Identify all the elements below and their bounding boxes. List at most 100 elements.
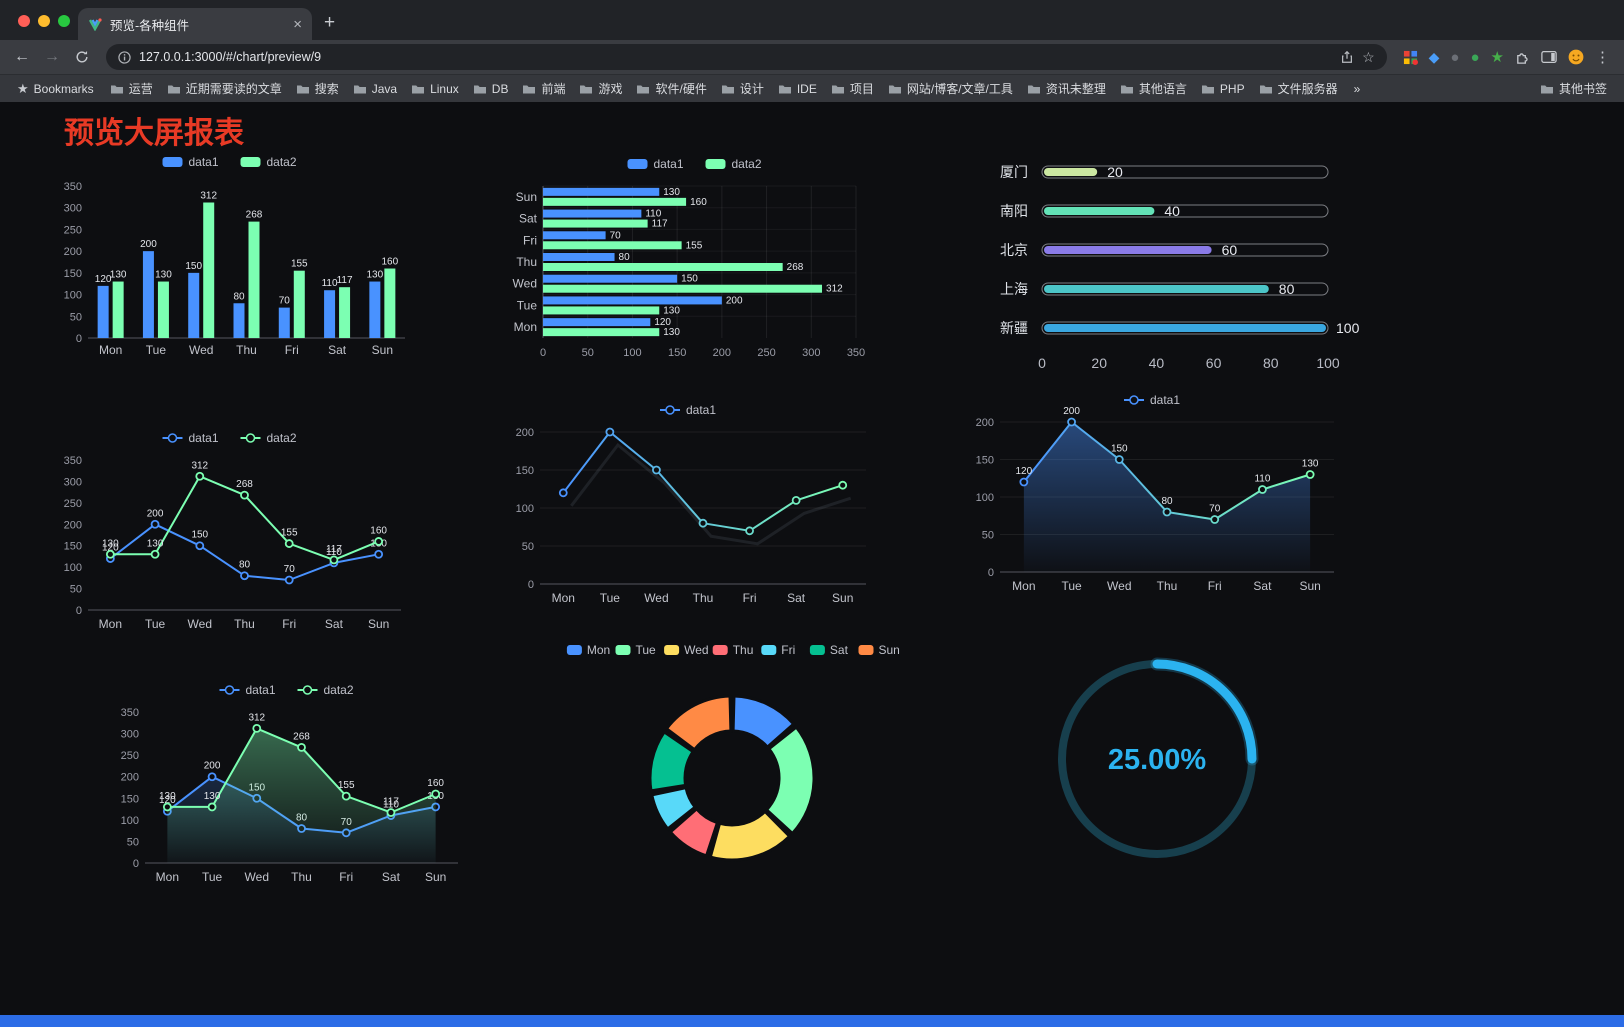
tab-title: 预览-各种组件 <box>110 18 190 33</box>
reload-glyph <box>76 51 88 63</box>
svg-text:Thu: Thu <box>693 591 714 605</box>
svg-text:Tue: Tue <box>1061 579 1082 593</box>
svg-text:100: 100 <box>121 815 139 827</box>
chart-line-two-series: data1 data2 0 50 100 150 200 250 300 350 Mon Tue Wed… <box>48 424 415 636</box>
site-info-icon[interactable] <box>118 50 131 64</box>
svg-text:150: 150 <box>64 268 82 280</box>
bookmark-folder[interactable]: 前端 <box>515 77 572 100</box>
chart-donut-pie: Mon Tue Wed Thu Fri Sat Sun <box>552 638 912 868</box>
folder-icon <box>1027 85 1040 93</box>
chart-gauge-progress: 25.00% <box>1048 646 1266 868</box>
star-icon: ★ <box>17 81 29 96</box>
chart-capsule-progress: 厦门 20 南阳 40 北京 60 上海 80 新疆 100 0 20 40 60 80 100 <box>990 156 1364 384</box>
svg-text:Sat: Sat <box>830 643 849 657</box>
svg-text:200: 200 <box>713 347 731 359</box>
forward-icon[interactable]: → <box>44 48 60 65</box>
svg-text:70: 70 <box>610 230 622 241</box>
svg-text:100: 100 <box>64 290 82 302</box>
page-title: 预览大屏报表 <box>64 117 244 150</box>
extensions-puzzle-icon[interactable] <box>1515 50 1530 65</box>
bookmark-label: 运营 <box>128 82 153 96</box>
close-window-button[interactable] <box>18 15 30 27</box>
folder-icon <box>523 85 536 93</box>
svg-text:Sat: Sat <box>328 343 347 357</box>
svg-text:Mon: Mon <box>587 643 610 657</box>
sidebar-icon[interactable] <box>1541 50 1557 64</box>
svg-text:Sun: Sun <box>1299 579 1320 593</box>
svg-text:200: 200 <box>204 761 221 772</box>
bookmarks-root[interactable]: ★ Bookmarks <box>10 79 101 99</box>
ext-colorful-icon[interactable] <box>1403 50 1418 65</box>
svg-text:Sat: Sat <box>325 617 344 631</box>
svg-text:130: 130 <box>159 791 176 802</box>
svg-text:130: 130 <box>155 270 172 281</box>
svg-text:80: 80 <box>239 560 251 571</box>
bookmark-folder[interactable]: 运营 <box>103 77 160 100</box>
svg-text:150: 150 <box>668 347 686 359</box>
bookmark-label: 前端 <box>541 82 566 96</box>
svg-text:20: 20 <box>1091 355 1107 371</box>
svg-text:120: 120 <box>1016 466 1033 477</box>
ext-dark-circle-icon[interactable]: ● <box>1450 48 1460 66</box>
chart-line-gradient: data1 0 50 100 150 200 Mon Tue Wed Thu Fri Sat Sun <box>500 396 880 610</box>
bookmark-label: 项目 <box>849 82 874 96</box>
svg-text:350: 350 <box>847 347 865 359</box>
bookmark-star-icon[interactable]: ☆ <box>1362 49 1375 65</box>
bookmark-folder[interactable]: Java <box>346 79 404 99</box>
svg-text:312: 312 <box>248 712 265 723</box>
bookmark-folder[interactable]: 软件/硬件 <box>629 77 713 100</box>
bookmark-folder[interactable]: IDE <box>771 79 824 99</box>
other-bookmarks-label: 其他书签 <box>1558 82 1607 96</box>
folder-icon <box>1259 85 1272 93</box>
bookmark-folder[interactable]: 游戏 <box>572 77 629 100</box>
svg-text:200: 200 <box>64 246 82 258</box>
svg-text:160: 160 <box>370 525 387 536</box>
svg-text:60: 60 <box>1222 242 1238 258</box>
share-icon[interactable] <box>1340 50 1354 64</box>
svg-text:0: 0 <box>133 858 139 870</box>
bookmark-folder[interactable]: 近期需要读的文章 <box>160 77 289 100</box>
profile-avatar[interactable] <box>1568 49 1584 65</box>
bookmark-folder[interactable]: 设计 <box>714 77 771 100</box>
svg-text:200: 200 <box>976 417 994 429</box>
tab-close-icon[interactable]: × <box>293 15 302 33</box>
bookmark-folder[interactable]: 其他语言 <box>1113 77 1194 100</box>
svg-text:130: 130 <box>367 270 384 281</box>
bookmark-folder[interactable]: 网站/博客/文章/工具 <box>881 77 1020 100</box>
address-bar[interactable]: 127.0.0.1:3000/#/chart/preview/9 ☆ <box>106 44 1387 70</box>
svg-text:data1: data1 <box>1150 393 1180 407</box>
svg-text:Fri: Fri <box>1208 579 1222 593</box>
svg-text:350: 350 <box>121 707 139 719</box>
maximize-window-button[interactable] <box>58 15 70 27</box>
svg-text:data2: data2 <box>324 683 354 697</box>
svg-text:北京: 北京 <box>1000 242 1028 258</box>
footer-bar <box>0 1015 1624 1027</box>
bookmark-folder[interactable]: 项目 <box>824 77 881 100</box>
svg-text:300: 300 <box>802 347 820 359</box>
bookmarks-overflow-chevron[interactable]: » <box>1353 81 1361 96</box>
svg-text:Sat: Sat <box>787 591 806 605</box>
svg-text:110: 110 <box>645 209 661 220</box>
svg-text:Fri: Fri <box>285 343 299 357</box>
svg-text:150: 150 <box>121 793 139 805</box>
minimize-window-button[interactable] <box>38 15 50 27</box>
new-tab-button[interactable]: + <box>324 12 336 33</box>
ext-green-circle-icon[interactable]: ● <box>1470 48 1480 66</box>
ext-green-star-icon[interactable]: ★ <box>1490 48 1504 66</box>
back-icon[interactable]: ← <box>14 48 30 65</box>
svg-text:Thu: Thu <box>733 643 754 657</box>
browser-tab[interactable]: 预览-各种组件 × <box>78 8 312 40</box>
svg-text:Sun: Sun <box>372 343 393 357</box>
other-bookmarks-folder[interactable]: 其他书签 <box>1533 77 1614 100</box>
bookmark-folder[interactable]: 搜索 <box>289 77 346 100</box>
bookmark-folder[interactable]: Linux <box>404 79 466 99</box>
svg-text:data1: data1 <box>189 155 219 169</box>
bookmark-folder[interactable]: 资讯未整理 <box>1020 77 1113 100</box>
bookmark-folder[interactable]: 文件服务器 <box>1252 77 1345 100</box>
menu-dots-icon[interactable]: ⋮ <box>1595 48 1610 66</box>
bookmark-folder[interactable]: PHP <box>1194 79 1252 99</box>
bookmark-folder[interactable]: DB <box>466 79 516 99</box>
svg-text:250: 250 <box>757 347 775 359</box>
ext-diamond-icon[interactable]: ◆ <box>1428 49 1440 65</box>
reload-icon[interactable] <box>68 43 96 71</box>
